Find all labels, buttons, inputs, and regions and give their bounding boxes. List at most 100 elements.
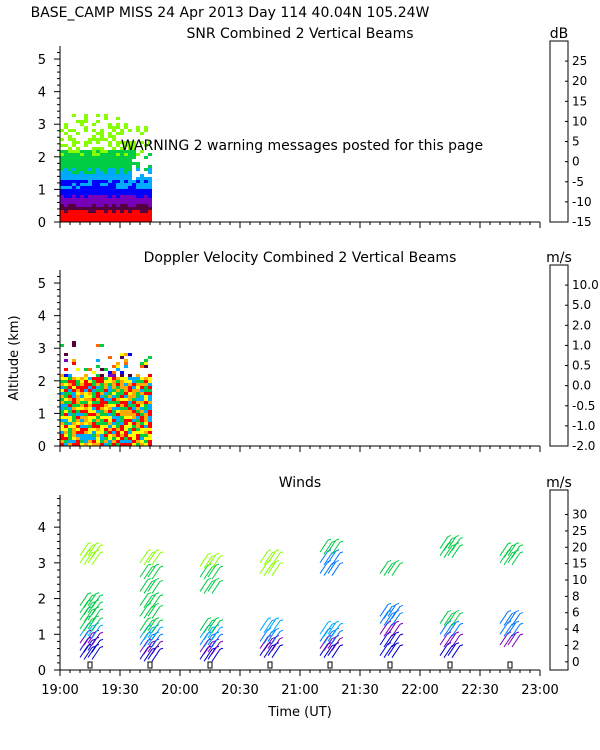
data-cell (140, 377, 144, 380)
data-cell (120, 377, 124, 380)
data-cell (144, 437, 148, 440)
data-cell (148, 380, 152, 383)
data-cell (60, 213, 64, 216)
data-cell (76, 207, 80, 210)
data-cell (80, 431, 84, 434)
data-cell (80, 383, 84, 386)
wind-barb (91, 618, 101, 632)
data-cell (104, 413, 108, 416)
data-cell (72, 180, 76, 183)
data-cell (104, 138, 108, 141)
data-cell (132, 201, 136, 204)
data-cell (72, 114, 76, 117)
data-cell (144, 129, 148, 132)
data-cell (84, 198, 88, 201)
data-cell (144, 156, 148, 159)
data-cell (108, 410, 112, 413)
data-cell (80, 416, 84, 419)
profile-marker (207, 661, 213, 669)
data-cell (120, 147, 124, 150)
data-cell (84, 425, 88, 428)
data-cell (64, 144, 68, 147)
profile-marker (147, 661, 153, 669)
data-cell (60, 156, 64, 159)
data-cell (60, 204, 64, 207)
data-cell (76, 153, 80, 156)
wind-barb (267, 629, 277, 642)
data-cell (116, 380, 120, 383)
data-cell (148, 434, 152, 437)
data-cell (116, 365, 120, 368)
colorbar-label: -0.5 (572, 399, 595, 413)
y-tick-label: 5 (38, 53, 46, 68)
data-cell (140, 198, 144, 201)
data-cell (72, 431, 76, 434)
data-cell (100, 189, 104, 192)
data-cell (124, 425, 128, 428)
colorbar-label: 15 (572, 557, 587, 571)
data-cell (116, 165, 120, 168)
data-cell (116, 117, 120, 120)
wind-barb (391, 624, 401, 637)
y-tick-label: 2 (38, 375, 46, 390)
data-cell (60, 201, 64, 204)
wind-barb-flag (219, 579, 224, 582)
wind-barb (203, 566, 213, 580)
data-cell (116, 389, 120, 392)
data-cell (72, 195, 76, 198)
wind-barb (203, 556, 213, 569)
wind-barb (139, 579, 149, 592)
data-cell (112, 204, 116, 207)
data-cell (140, 365, 144, 368)
wind-barb (443, 545, 453, 558)
data-cell (148, 183, 152, 186)
data-cell (96, 216, 100, 219)
wind-barb (451, 613, 461, 626)
data-cell (92, 398, 96, 401)
data-cell (76, 422, 80, 425)
wind-barb (211, 581, 221, 594)
data-cell (148, 201, 152, 204)
data-cell (116, 213, 120, 216)
data-cell (84, 374, 88, 377)
data-cell (128, 177, 132, 180)
data-cell (92, 389, 96, 392)
wind-barb (499, 543, 509, 556)
data-cell (120, 177, 124, 180)
y-tick-label: 0 (38, 664, 46, 679)
data-cell (140, 425, 144, 428)
data-cell (124, 386, 128, 389)
data-cell (60, 168, 64, 171)
data-cell (136, 398, 140, 401)
data-cell (120, 434, 124, 437)
x-tick-label: 19:30 (101, 683, 138, 698)
data-cell (92, 216, 96, 219)
data-cell (64, 401, 68, 404)
data-cell (72, 383, 76, 386)
wind-barb-flag (95, 542, 100, 545)
data-cell (104, 183, 108, 186)
data-cell (96, 141, 100, 144)
data-cell (124, 401, 128, 404)
wind-barb-flag (339, 540, 344, 543)
data-cell (60, 404, 64, 407)
wind-barb (331, 645, 341, 658)
wind-barb (203, 620, 213, 633)
data-cell (68, 416, 72, 419)
wind-barb (263, 631, 273, 644)
data-cell (84, 392, 88, 395)
data-cell (72, 129, 76, 132)
data-cell (140, 443, 144, 446)
wind-barb (151, 641, 161, 655)
wind-barb-flag (155, 592, 160, 595)
wind-barb-flag (279, 637, 284, 640)
data-cell (104, 153, 108, 156)
wind-barb (503, 613, 513, 626)
data-cell (84, 171, 88, 174)
data-cell (148, 416, 152, 419)
data-cell (148, 392, 152, 395)
wind-barb-flag (455, 535, 460, 538)
wind-barb-flag (515, 542, 520, 545)
data-cell (92, 156, 96, 159)
data-cell (88, 440, 92, 443)
